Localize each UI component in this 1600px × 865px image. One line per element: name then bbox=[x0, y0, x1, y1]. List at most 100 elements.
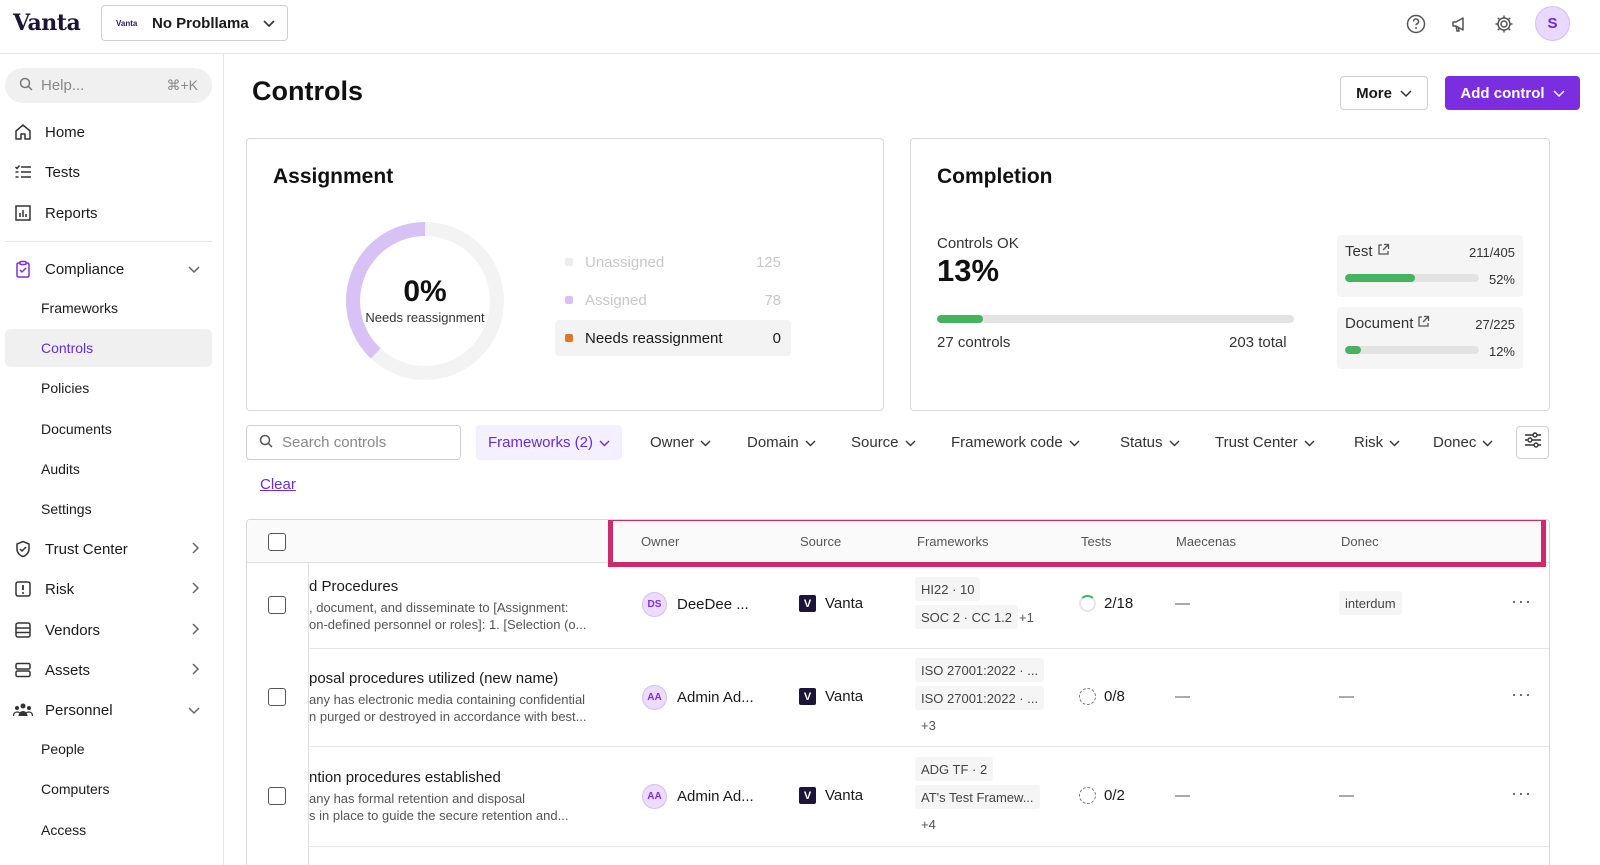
header-owner[interactable]: Owner bbox=[641, 534, 680, 549]
clipboard-icon bbox=[13, 259, 33, 279]
legend-assigned[interactable]: Assigned 78 bbox=[555, 282, 791, 318]
document-stat[interactable]: Document 27/225 12% bbox=[1337, 307, 1523, 369]
table-row[interactable]: posal procedures utilized (new name) any… bbox=[309, 649, 1549, 747]
chevron-down-icon bbox=[1389, 434, 1400, 451]
filter-risk[interactable]: Risk bbox=[1354, 425, 1400, 460]
filter-owner[interactable]: Owner bbox=[650, 425, 711, 460]
control-title[interactable]: d Procedures bbox=[309, 578, 399, 595]
row-checkbox[interactable] bbox=[268, 787, 286, 805]
sidebar-item-settings[interactable]: Settings bbox=[41, 501, 92, 517]
help-search[interactable]: Help... ⌘+K bbox=[5, 68, 212, 103]
header-tests[interactable]: Tests bbox=[1081, 534, 1112, 549]
sidebar-item-assets[interactable]: Assets bbox=[5, 651, 212, 689]
add-control-button[interactable]: Add control bbox=[1445, 76, 1580, 110]
sidebar-item-risk[interactable]: Risk bbox=[5, 570, 212, 608]
owner-name: Admin Ad... bbox=[677, 689, 754, 706]
external-link-icon[interactable] bbox=[1377, 243, 1390, 260]
page-title: Controls bbox=[252, 76, 363, 106]
maecenas-value: — bbox=[1175, 787, 1190, 804]
sidebar-item-people[interactable]: People bbox=[41, 741, 85, 757]
chevron-right-icon bbox=[192, 581, 200, 598]
sidebar-item-trust-center[interactable]: Trust Center bbox=[5, 530, 212, 568]
clear-filters-link[interactable]: Clear bbox=[260, 476, 296, 493]
document-stat-fraction: 27/225 bbox=[1475, 317, 1515, 332]
sidebar-item-label: Trust Center bbox=[45, 540, 128, 558]
header-frameworks[interactable]: Frameworks bbox=[917, 534, 989, 549]
row-menu-icon[interactable]: ··· bbox=[1511, 591, 1532, 611]
people-icon bbox=[13, 700, 33, 720]
sidebar-item-personnel[interactable]: Personnel bbox=[5, 691, 212, 729]
sidebar-item-label: Compliance bbox=[45, 260, 125, 278]
framework-more[interactable]: +3 bbox=[921, 718, 936, 733]
chevron-down-icon bbox=[188, 261, 200, 278]
filter-source[interactable]: Source bbox=[851, 425, 916, 460]
external-link-icon[interactable] bbox=[1417, 315, 1430, 332]
tests-cell[interactable]: 0/8 bbox=[1079, 688, 1125, 705]
source-cell: V Vanta bbox=[799, 787, 863, 804]
header-source[interactable]: Source bbox=[800, 534, 842, 549]
filter-domain[interactable]: Domain bbox=[747, 425, 816, 460]
sidebar-item-vendors[interactable]: Vendors bbox=[5, 611, 212, 649]
row-checkbox[interactable] bbox=[268, 688, 286, 706]
table-row[interactable]: d Procedures , document, and disseminate… bbox=[309, 563, 1549, 649]
controls-total: 203 total bbox=[1229, 334, 1287, 351]
control-title[interactable]: ntion procedures established bbox=[309, 769, 501, 786]
assignment-card: Assignment 0% Needs reassignment Unassig… bbox=[246, 138, 884, 411]
filter-label: Owner bbox=[650, 434, 695, 451]
sidebar-item-tests[interactable]: Tests bbox=[5, 153, 212, 191]
completion-title: Completion bbox=[937, 165, 1053, 188]
tests-cell[interactable]: 2/18 bbox=[1079, 595, 1133, 612]
search-controls-input[interactable]: Search controls bbox=[246, 425, 461, 460]
alert-icon bbox=[13, 579, 33, 599]
select-all-checkbox[interactable] bbox=[268, 533, 286, 551]
filter-frameworks[interactable]: Frameworks (2) bbox=[476, 425, 623, 460]
row-menu-icon[interactable]: ··· bbox=[1511, 783, 1532, 803]
legend-needs-reassignment[interactable]: Needs reassignment 0 bbox=[555, 320, 791, 356]
filter-framework-code[interactable]: Framework code bbox=[951, 425, 1080, 460]
filter-donec[interactable]: Donec bbox=[1433, 425, 1493, 460]
column-settings-button[interactable] bbox=[1516, 426, 1549, 459]
sidebar-item-policies[interactable]: Policies bbox=[41, 380, 90, 396]
header-maecenas[interactable]: Maecenas bbox=[1176, 534, 1236, 549]
sidebar-item-computers[interactable]: Computers bbox=[41, 781, 110, 797]
row-checkbox[interactable] bbox=[268, 596, 286, 614]
chevron-down-icon bbox=[1069, 434, 1080, 451]
framework-tag: ADG TF · 2 bbox=[915, 757, 994, 781]
vanta-logo[interactable]: Vanta bbox=[13, 10, 81, 36]
filter-trust-center[interactable]: Trust Center bbox=[1215, 425, 1315, 460]
sidebar-item-compliance[interactable]: Compliance bbox=[5, 250, 212, 288]
owner-cell[interactable]: AA Admin Ad... bbox=[642, 784, 754, 809]
sidebar-item-access[interactable]: Access bbox=[41, 822, 87, 838]
row-menu-icon[interactable]: ··· bbox=[1511, 684, 1532, 704]
test-stat-label: Test bbox=[1345, 243, 1373, 260]
sidebar-item-home[interactable]: Home bbox=[5, 113, 212, 151]
sidebar-item-frameworks[interactable]: Frameworks bbox=[41, 300, 119, 316]
table-row[interactable]: ntion procedures established any has for… bbox=[309, 747, 1549, 847]
owner-cell[interactable]: DS DeeDee ... bbox=[642, 592, 749, 617]
header-donec[interactable]: Donec bbox=[1341, 534, 1379, 549]
sidebar-item-controls[interactable]: Controls bbox=[5, 329, 212, 367]
tests-cell[interactable]: 0/2 bbox=[1079, 787, 1125, 804]
more-button[interactable]: More bbox=[1340, 76, 1428, 110]
test-stat[interactable]: Test 211/405 52% bbox=[1337, 235, 1523, 297]
chevron-down-icon bbox=[1400, 85, 1412, 102]
control-description-line: any has formal retention and disposal bbox=[309, 791, 526, 806]
control-title[interactable]: posal procedures utilized (new name) bbox=[309, 670, 559, 687]
progress-ring-icon bbox=[1079, 595, 1096, 612]
sidebar-item-documents[interactable]: Documents bbox=[41, 421, 112, 437]
sidebar-item-audits[interactable]: Audits bbox=[41, 461, 80, 477]
help-circle-icon[interactable] bbox=[1403, 11, 1429, 37]
org-switcher[interactable]: Vanta No Probllama bbox=[101, 5, 288, 41]
filter-status[interactable]: Status bbox=[1120, 425, 1180, 460]
megaphone-icon[interactable] bbox=[1447, 11, 1473, 37]
gear-icon[interactable] bbox=[1491, 11, 1517, 37]
donec-value: — bbox=[1339, 688, 1354, 705]
user-avatar[interactable]: S bbox=[1535, 6, 1570, 41]
source-cell: V Vanta bbox=[799, 595, 863, 612]
sidebar-item-reports[interactable]: Reports bbox=[5, 194, 212, 232]
test-stat-percentage: 52% bbox=[1488, 272, 1515, 287]
owner-cell[interactable]: AA Admin Ad... bbox=[642, 685, 754, 710]
framework-more[interactable]: +1 bbox=[1019, 610, 1034, 625]
framework-more[interactable]: +4 bbox=[921, 817, 936, 832]
legend-unassigned[interactable]: Unassigned 125 bbox=[555, 244, 791, 280]
